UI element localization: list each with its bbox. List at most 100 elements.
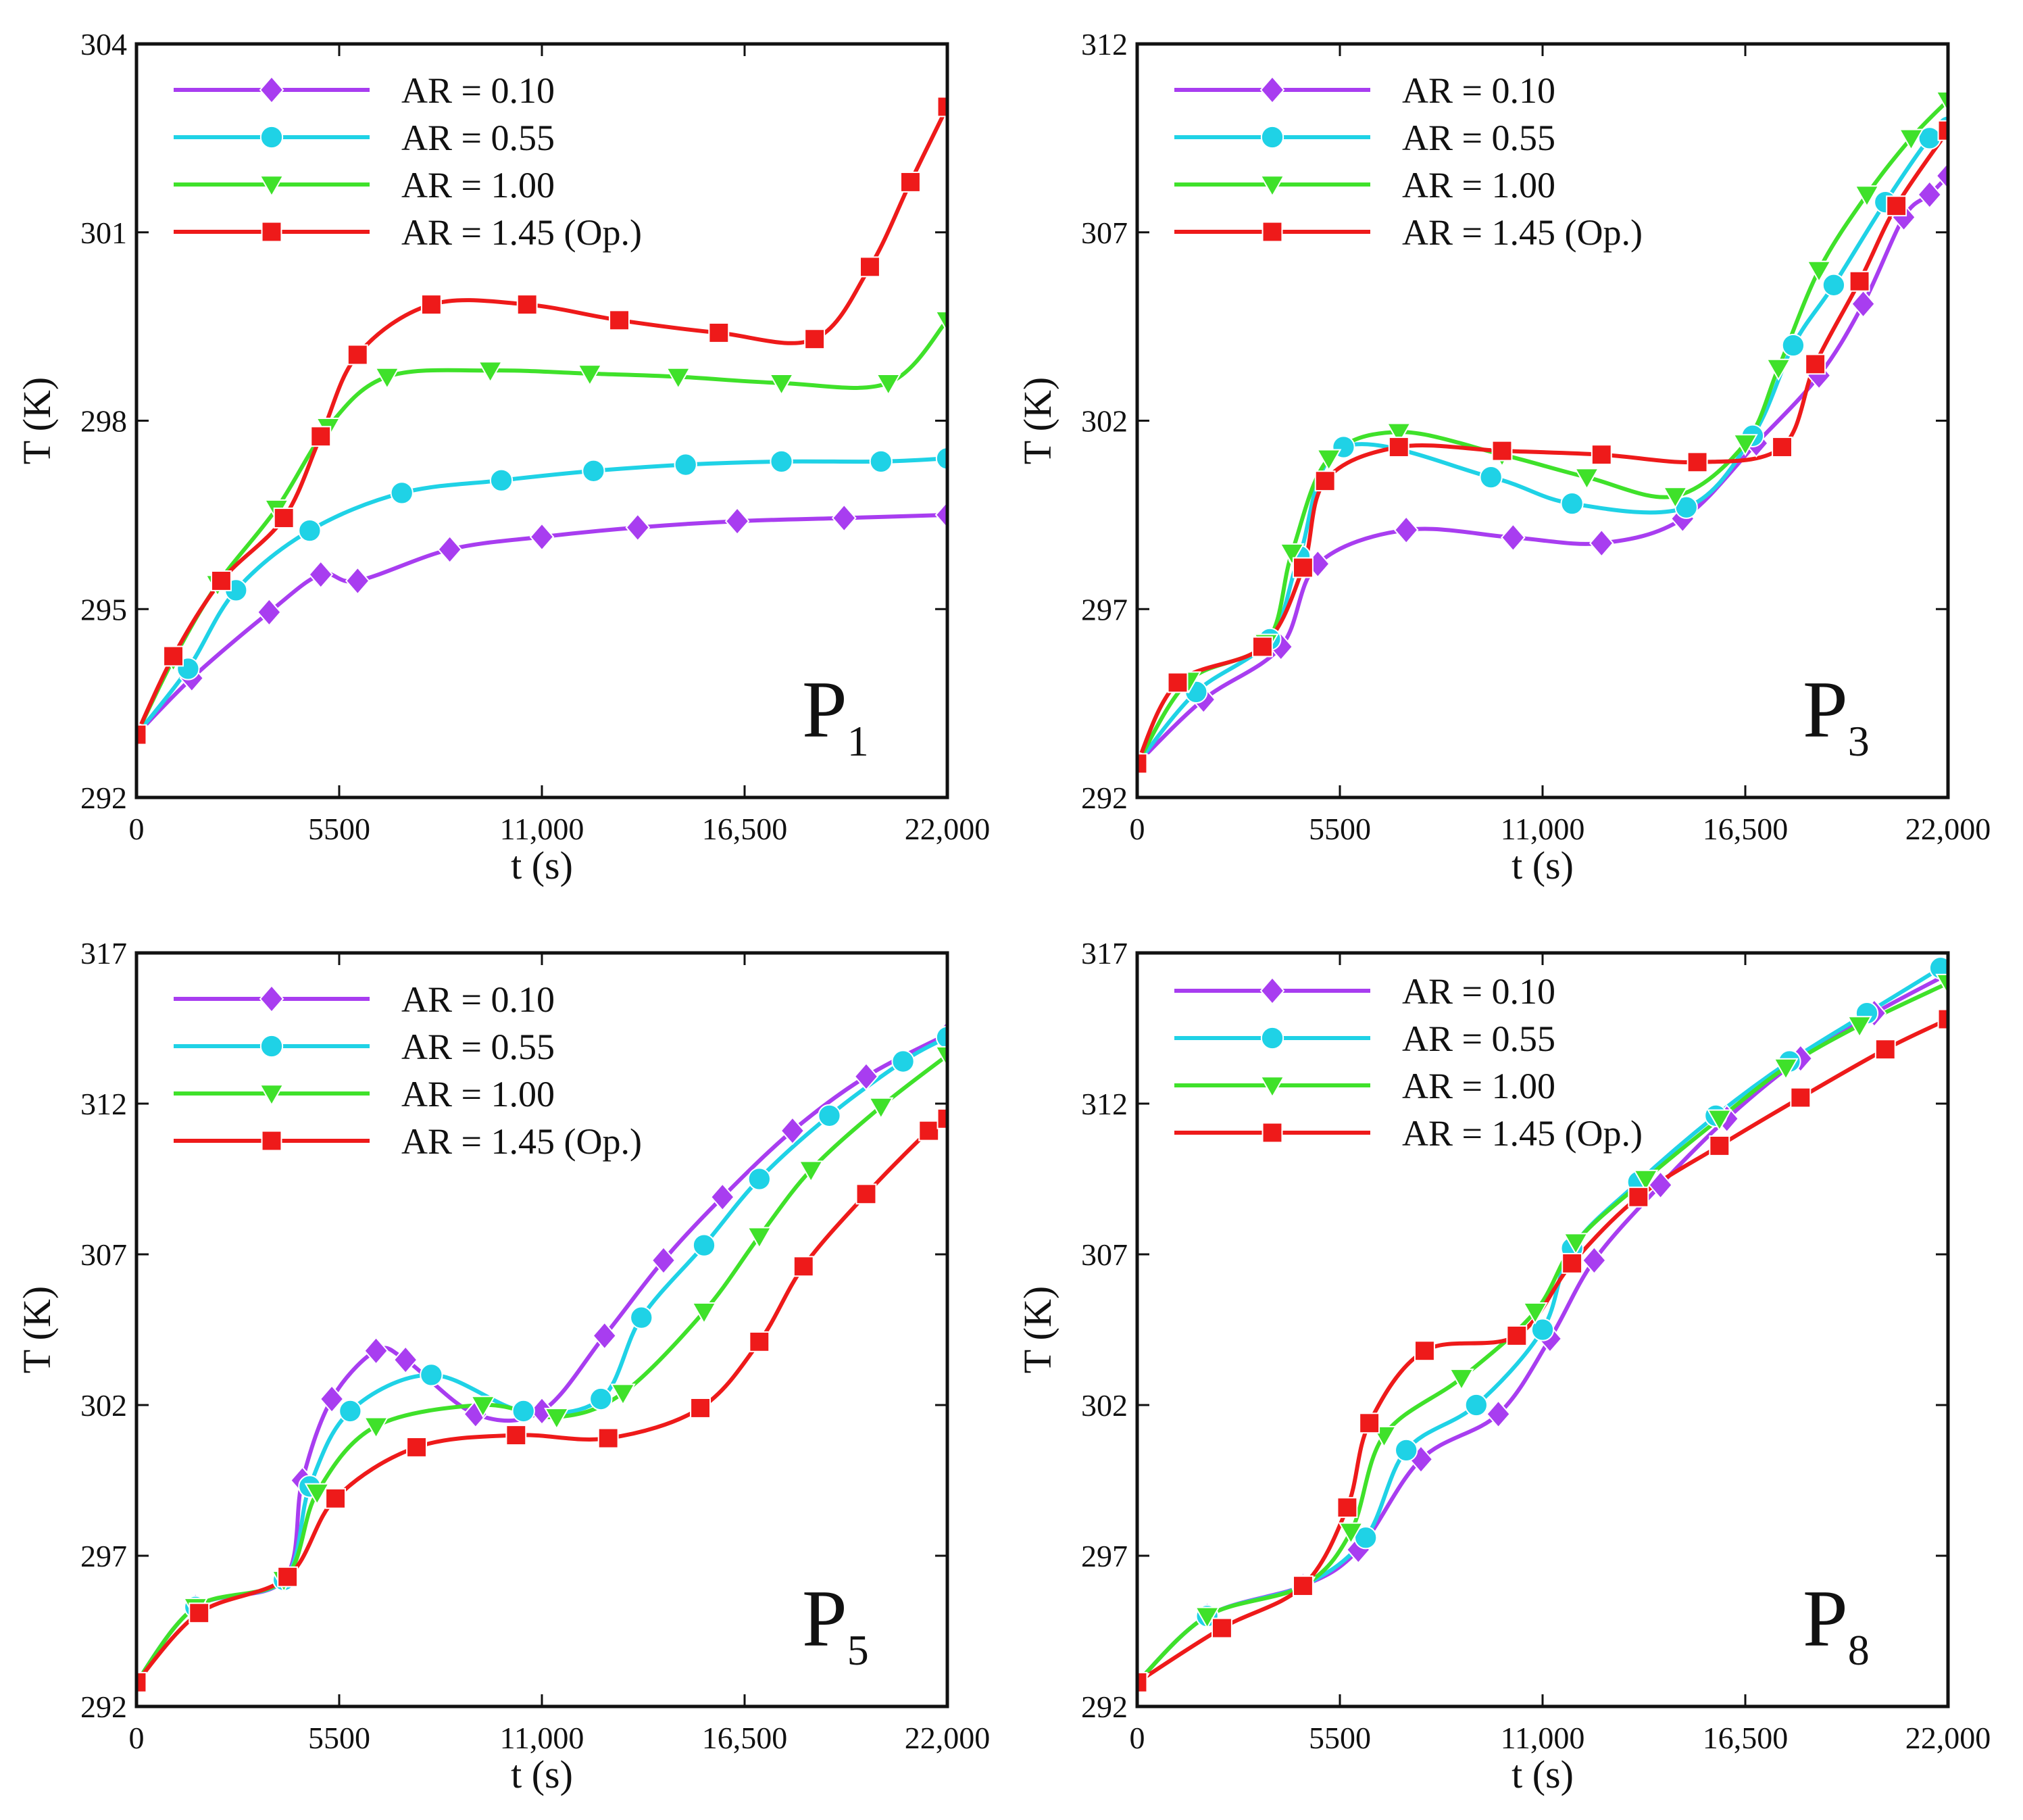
legend-label: AR = 0.55 — [1402, 1018, 1555, 1059]
data-point — [477, 361, 503, 384]
data-point — [319, 1385, 345, 1414]
plot-frame — [134, 951, 949, 1708]
y-tick-label: 307 — [1081, 216, 1128, 250]
data-point — [1582, 1246, 1607, 1275]
legend: AR = 0.10 AR = 0.55 AR = 1.00 AR = 1.45 (Op… — [1174, 971, 1643, 1154]
x-tick-label: 22,000 — [1905, 812, 1991, 846]
y-tick-label: 292 — [1081, 781, 1128, 815]
x-tick-label: 22,000 — [905, 812, 991, 846]
y-tick-label: 292 — [80, 1690, 127, 1724]
plot-area — [136, 1020, 947, 1697]
data-point — [691, 1302, 717, 1325]
data-point — [869, 449, 893, 474]
data-point — [273, 508, 295, 528]
data-point — [793, 1256, 814, 1277]
axis-ticks: 0 5500 11,000 16,500 22,000 292 297 302 307 312 31… — [80, 936, 990, 1755]
data-point — [1937, 120, 1948, 141]
legend-entry: AR = 0.55 — [1174, 118, 1555, 158]
legend-entry: AR = 0.10 — [174, 70, 555, 111]
x-tick-label: 5500 — [308, 1721, 370, 1755]
legend-label: AR = 0.10 — [1402, 971, 1555, 1012]
x-axis-label: t (s) — [511, 1752, 573, 1796]
data-point — [1874, 1039, 1896, 1060]
y-tick-label: 298 — [80, 404, 127, 439]
plot-area — [1137, 956, 1948, 1697]
legend-entry: AR = 1.00 — [1174, 165, 1555, 205]
y-axis-label: T (K) — [1016, 377, 1059, 464]
data-point — [1252, 636, 1273, 658]
legend-entry: AR = 1.45 (Op.) — [174, 212, 642, 253]
x-tick-label: 11,000 — [500, 1721, 584, 1755]
data-point — [1935, 973, 1948, 996]
data-point — [1574, 468, 1600, 491]
legend-marker — [1259, 175, 1285, 198]
data-point — [364, 1336, 389, 1365]
data-point — [393, 1346, 418, 1375]
y-axis-label: T (K) — [1016, 1286, 1059, 1373]
legend-label: AR = 0.55 — [1402, 118, 1555, 158]
data-point — [936, 96, 947, 118]
x-tick-label: 16,500 — [1703, 1721, 1789, 1755]
series-markers — [136, 96, 947, 745]
y-tick-label: 304 — [80, 27, 127, 62]
legend-label: AR = 1.00 — [401, 1074, 555, 1114]
legend-label: AR = 1.00 — [401, 165, 555, 205]
data-point — [597, 1427, 619, 1449]
data-point — [1316, 449, 1342, 472]
data-point — [1338, 1522, 1364, 1545]
legend-label: AR = 1.00 — [1402, 165, 1555, 205]
panel-p5: 0 5500 11,000 16,500 22,000 292 297 302 307 312 31… — [15, 936, 990, 1796]
legend-marker — [1260, 125, 1284, 149]
panel-p8: 0 5500 11,000 16,500 22,000 292 297 302 307 312 31… — [1016, 936, 1991, 1796]
data-point — [868, 1097, 894, 1120]
data-point — [1589, 528, 1614, 558]
data-point — [390, 481, 414, 505]
plot-frame — [134, 42, 949, 800]
y-tick-label: 302 — [1081, 1388, 1128, 1423]
x-axis-label: t (s) — [1512, 843, 1574, 887]
data-point — [724, 507, 750, 536]
legend-marker — [259, 125, 284, 149]
y-tick-label: 301 — [80, 216, 127, 250]
data-point — [1314, 470, 1336, 492]
x-tick-label: 11,000 — [500, 812, 584, 846]
x-tick-label: 22,000 — [1905, 1721, 1991, 1755]
data-point — [666, 367, 691, 390]
data-point — [936, 1108, 947, 1129]
data-point — [934, 1046, 947, 1068]
x-tick-label: 5500 — [1309, 1721, 1371, 1755]
y-tick-label: 302 — [1081, 404, 1128, 439]
data-point — [577, 364, 603, 387]
data-point — [310, 426, 332, 447]
data-point — [770, 449, 793, 474]
legend-label: AR = 1.45 (Op.) — [401, 1121, 642, 1162]
data-point — [1386, 422, 1412, 445]
data-point — [1388, 437, 1409, 458]
x-tick-label: 0 — [1130, 1721, 1145, 1755]
data-point — [855, 1183, 877, 1205]
legend-marker — [1259, 75, 1285, 105]
data-point — [798, 1160, 824, 1183]
plot-frame — [1135, 951, 1950, 1708]
x-tick-label: 11,000 — [1501, 812, 1585, 846]
y-tick-label: 295 — [80, 592, 127, 626]
data-point — [900, 171, 921, 193]
data-point — [708, 322, 730, 343]
data-point — [780, 1116, 805, 1146]
data-point — [1687, 451, 1708, 473]
data-point — [1886, 195, 1907, 217]
data-point — [853, 1062, 879, 1091]
data-point — [277, 1566, 299, 1588]
legend-label: AR = 0.10 — [401, 70, 555, 111]
x-tick-label: 5500 — [1309, 812, 1371, 846]
axis-ticks: 0 5500 11,000 16,500 22,000 292 297 302 307 312 — [1081, 27, 1991, 846]
data-point — [374, 367, 400, 390]
data-point — [1560, 492, 1584, 516]
data-point — [345, 566, 370, 595]
y-tick-label: 297 — [80, 1539, 127, 1573]
data-point — [747, 1167, 771, 1191]
data-point — [747, 1227, 772, 1250]
legend-marker — [1262, 1122, 1283, 1143]
legend-marker — [1259, 976, 1285, 1006]
